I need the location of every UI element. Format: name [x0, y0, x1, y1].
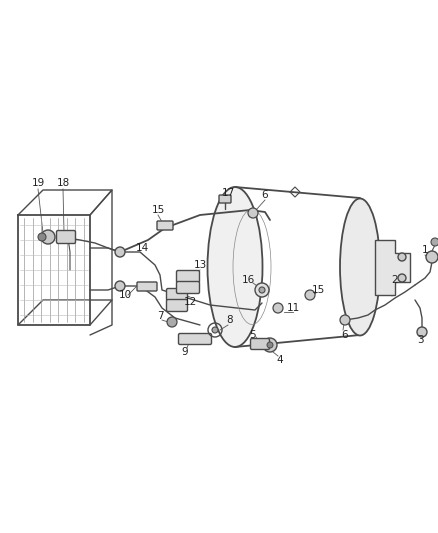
FancyBboxPatch shape: [179, 334, 212, 344]
Text: 7: 7: [157, 311, 163, 321]
Text: 14: 14: [135, 243, 148, 253]
Text: 2: 2: [392, 275, 398, 285]
Text: 13: 13: [193, 260, 207, 270]
Ellipse shape: [208, 187, 262, 347]
Text: 15: 15: [311, 285, 325, 295]
Text: 9: 9: [182, 347, 188, 357]
FancyBboxPatch shape: [137, 282, 157, 291]
FancyBboxPatch shape: [251, 338, 269, 350]
Circle shape: [398, 274, 406, 282]
Polygon shape: [375, 240, 410, 295]
Text: 8: 8: [227, 315, 233, 325]
Circle shape: [212, 327, 218, 333]
Circle shape: [431, 238, 438, 246]
Text: 6: 6: [261, 190, 268, 200]
Circle shape: [259, 287, 265, 293]
Text: 4: 4: [277, 355, 283, 365]
FancyBboxPatch shape: [57, 230, 75, 244]
Text: 18: 18: [57, 178, 70, 188]
Circle shape: [417, 327, 427, 337]
Text: 16: 16: [241, 275, 254, 285]
Circle shape: [248, 208, 258, 218]
Circle shape: [398, 253, 406, 261]
Circle shape: [167, 317, 177, 327]
Text: 6: 6: [342, 330, 348, 340]
Text: 19: 19: [32, 178, 45, 188]
Text: 15: 15: [152, 205, 165, 215]
Circle shape: [255, 283, 269, 297]
FancyBboxPatch shape: [166, 300, 187, 311]
Circle shape: [305, 290, 315, 300]
FancyBboxPatch shape: [177, 271, 199, 282]
Circle shape: [115, 281, 125, 291]
Text: 3: 3: [417, 335, 423, 345]
Circle shape: [115, 247, 125, 257]
Text: 11: 11: [286, 303, 300, 313]
FancyBboxPatch shape: [157, 221, 173, 230]
FancyBboxPatch shape: [219, 195, 231, 203]
Text: 5: 5: [249, 330, 255, 340]
Circle shape: [267, 342, 273, 348]
Circle shape: [273, 303, 283, 313]
Text: 1: 1: [422, 245, 428, 255]
Circle shape: [38, 233, 46, 241]
Ellipse shape: [340, 198, 380, 335]
Circle shape: [340, 315, 350, 325]
Text: 10: 10: [118, 290, 131, 300]
FancyBboxPatch shape: [166, 288, 187, 301]
Circle shape: [263, 338, 277, 352]
Circle shape: [41, 230, 55, 244]
Text: 17: 17: [221, 188, 235, 198]
Text: 12: 12: [184, 297, 197, 307]
FancyBboxPatch shape: [177, 281, 199, 294]
Circle shape: [426, 251, 438, 263]
